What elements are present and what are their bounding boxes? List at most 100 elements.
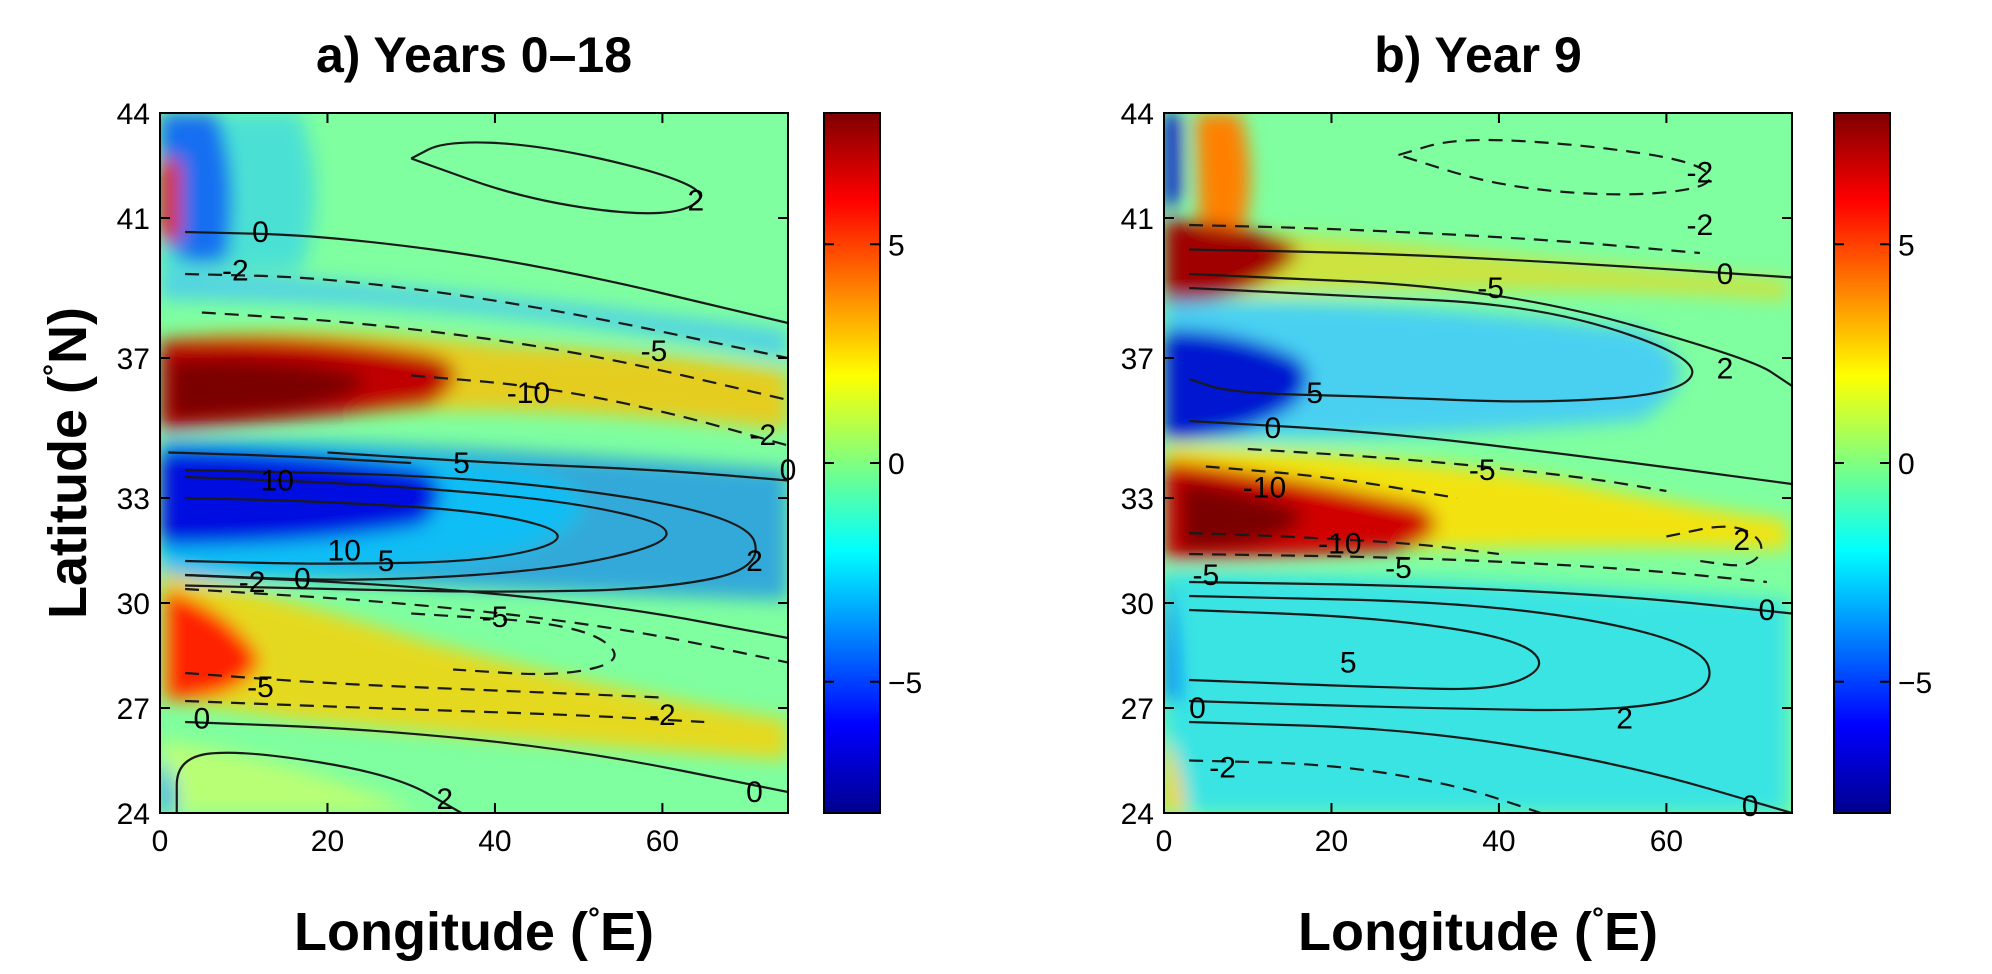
contour-label: -10 <box>507 377 550 410</box>
colorbar-tick-label: 5 <box>1898 229 1915 262</box>
panel-b-x-ticks: 0 20 40 60 <box>1156 113 1683 858</box>
y-tick-label: 30 <box>117 588 150 621</box>
contour-label: -10 <box>1318 528 1361 561</box>
contour-label: 2 <box>1616 703 1633 736</box>
panel-b-x-axis-label: Longitude (°E) <box>1298 902 1658 962</box>
contour-label: 0 <box>194 703 211 736</box>
colorbar-tick-label: 0 <box>1898 448 1915 481</box>
y-tick-label: 41 <box>1121 203 1154 236</box>
contour-line-2-solid <box>185 468 757 593</box>
contour-label: 5 <box>1340 647 1357 680</box>
x-tick-label: 60 <box>646 825 679 858</box>
contour-line-0-solid <box>1189 248 1792 279</box>
contour-label: -2 <box>222 255 249 288</box>
panel-b-title: b) Year 9 <box>1374 27 1582 83</box>
panel-b-heatmap <box>1164 113 1792 813</box>
contour-label: 0 <box>780 454 797 487</box>
panel-a-y-ticks: 24 27 30 33 37 41 44 <box>117 98 788 831</box>
contour-label: -2 <box>1687 209 1714 242</box>
contour-label: 2 <box>746 545 763 578</box>
contour-label: 0 <box>1189 692 1206 725</box>
contour-line-10-solid <box>168 451 412 465</box>
contour-label: -2 <box>1687 157 1714 190</box>
x-tick-label: 40 <box>478 825 511 858</box>
contour-label: -5 <box>1469 454 1496 487</box>
contour-line-0-solid <box>185 573 788 640</box>
y-tick-label: 27 <box>1121 693 1154 726</box>
contour-line-0-solid <box>185 230 788 325</box>
contour-label: 0 <box>1265 412 1282 445</box>
panel-a: a) Years 0–18 0 20 40 60 2 <box>117 27 923 858</box>
contour-line-5-solid <box>1188 286 1694 403</box>
contour-line-2-solid <box>175 751 463 813</box>
contour-label: 5 <box>378 545 395 578</box>
contour-label: 10 <box>261 465 294 498</box>
contour-label: -2 <box>239 566 266 599</box>
contour-label: 5 <box>453 447 470 480</box>
contour-label: -5 <box>641 335 668 368</box>
panel-a-x-ticks: 0 20 40 60 <box>152 113 679 858</box>
y-tick-label: 44 <box>1121 98 1154 131</box>
colorbar-tick-label: −5 <box>1898 667 1932 700</box>
contour-line-5-solid <box>185 475 668 581</box>
colorbar-tick-label: 0 <box>888 448 905 481</box>
contour-line-2-solid <box>1189 594 1711 712</box>
contour-label: -5 <box>1193 559 1220 592</box>
panel-a-title: a) Years 0–18 <box>316 27 632 83</box>
contour-label: -10 <box>1243 472 1286 505</box>
contour-label: 0 <box>1717 258 1734 291</box>
contour-label: -5 <box>1477 272 1504 305</box>
contour-line-2-solid <box>410 141 702 215</box>
contour-label: -2 <box>750 419 777 452</box>
contour-label: -5 <box>247 671 274 704</box>
y-tick-label: 30 <box>1121 588 1154 621</box>
y-tick-label: 37 <box>117 343 150 376</box>
panel-b-frame <box>1163 112 1793 814</box>
y-tick-label: 33 <box>117 483 150 516</box>
y-tick-label: 24 <box>1121 798 1154 831</box>
y-tick-label: 37 <box>1121 343 1154 376</box>
panel-a-heatmap <box>160 113 788 813</box>
y-tick-label: 41 <box>117 203 150 236</box>
contour-line-2-dashed <box>1666 525 1763 567</box>
contour-label: 5 <box>1306 377 1323 410</box>
x-tick-label: 40 <box>1482 825 1515 858</box>
contour-label: -2 <box>1209 752 1236 785</box>
contour-line-0-solid <box>1189 580 1792 615</box>
contour-line-5-solid <box>1189 608 1541 691</box>
contour-line-10-solid <box>185 496 559 565</box>
contour-label: 2 <box>1717 353 1734 386</box>
contour-line-neg2-dashed <box>185 587 788 664</box>
contour-line-neg10-dashed <box>1189 531 1500 556</box>
contour-label: 0 <box>1742 790 1759 823</box>
contour-label: 0 <box>252 216 269 249</box>
panel-b-contours <box>1188 138 1792 813</box>
contour-label: -2 <box>649 699 676 732</box>
contour-line-neg2-dashed <box>1189 223 1701 255</box>
panel-a-frame <box>159 112 789 814</box>
contour-line-neg5-dashed <box>1189 552 1768 584</box>
contour-label: -5 <box>482 601 509 634</box>
panel-b-y-ticks: 24 27 30 33 37 41 44 <box>1121 98 1792 831</box>
y-tick-label: 24 <box>117 798 150 831</box>
colorbar-tick-label: −5 <box>888 667 922 700</box>
y-tick-label: 44 <box>117 98 150 131</box>
x-tick-label: 60 <box>1650 825 1683 858</box>
contour-label: 2 <box>1733 524 1750 557</box>
x-tick-label: 0 <box>1156 825 1173 858</box>
contour-label: 2 <box>436 783 453 816</box>
contour-line-0-solid <box>1189 720 1792 813</box>
contour-label: 0 <box>294 563 311 596</box>
contour-line-neg5-dashed <box>1247 447 1667 493</box>
contour-line-2-solid <box>1189 272 1792 388</box>
panel-a-contours <box>168 141 788 813</box>
contour-label: 0 <box>746 776 763 809</box>
contour-label: 0 <box>1759 594 1776 627</box>
y-tick-label: 27 <box>117 693 150 726</box>
contour-line-neg10-dashed <box>411 374 788 447</box>
contour-line-neg2-dashed <box>1189 759 1542 813</box>
contour-line-neg10-dashed <box>1205 465 1458 500</box>
